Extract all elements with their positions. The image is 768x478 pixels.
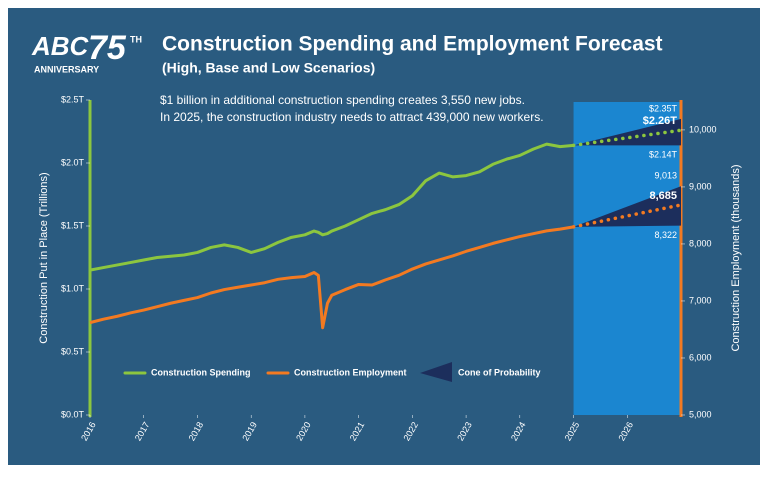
- y2-tick-label: 9,000: [689, 181, 712, 191]
- y2-tick-label: 10,000: [689, 124, 717, 134]
- y-tick-label: $2.0T: [61, 157, 85, 167]
- legend-swatch: [420, 362, 452, 382]
- y2-tick-label: 7,000: [689, 295, 712, 305]
- annotation: $1 billion in additional construction sp…: [160, 93, 525, 107]
- y2-tick-label: 6,000: [689, 352, 712, 362]
- forecast-region: [573, 102, 681, 415]
- cone: [573, 118, 681, 146]
- series-line: [89, 225, 574, 330]
- series-line: [89, 142, 574, 272]
- end-label-base: $2.26T: [643, 115, 678, 127]
- legend-label: Construction Spending: [151, 367, 251, 377]
- cone: [573, 186, 681, 227]
- end-label-high: $2.35T: [649, 103, 678, 113]
- y-axis-label: Construction Put in Place (Trillions): [38, 172, 50, 343]
- logo-suffix: TH: [130, 34, 142, 44]
- y2-tick-label: 5,000: [689, 409, 712, 419]
- y2-tick-label: 8,000: [689, 238, 712, 248]
- end-label-base: 8,685: [649, 190, 677, 202]
- end-label-high: 9,013: [654, 171, 677, 181]
- y-tick-label: $1.5T: [61, 220, 85, 230]
- chart-title: Construction Spending and Employment For…: [162, 33, 663, 56]
- legend-label: Cone of Probability: [458, 367, 541, 377]
- y-tick-label: $1.0T: [61, 283, 85, 293]
- end-label-low: 8,322: [654, 230, 677, 240]
- chart-subtitle: (High, Base and Low Scenarios): [162, 60, 375, 76]
- forecast-line: [571, 203, 683, 229]
- end-label-low: $2.14T: [649, 150, 678, 160]
- y2-axis-label: Construction Employment (thousands): [730, 164, 742, 351]
- logo-caption: ANNIVERSARY: [34, 64, 99, 74]
- logo-number: 75: [88, 29, 127, 67]
- y-tick-label: $0.5T: [61, 346, 85, 356]
- legend-label: Construction Employment: [294, 367, 407, 377]
- y-tick-label: $2.5T: [61, 94, 85, 104]
- annotation: In 2025, the construction industry needs…: [160, 110, 544, 124]
- y-tick-label: $0.0T: [61, 409, 85, 419]
- logo-brand: ABC: [31, 31, 90, 61]
